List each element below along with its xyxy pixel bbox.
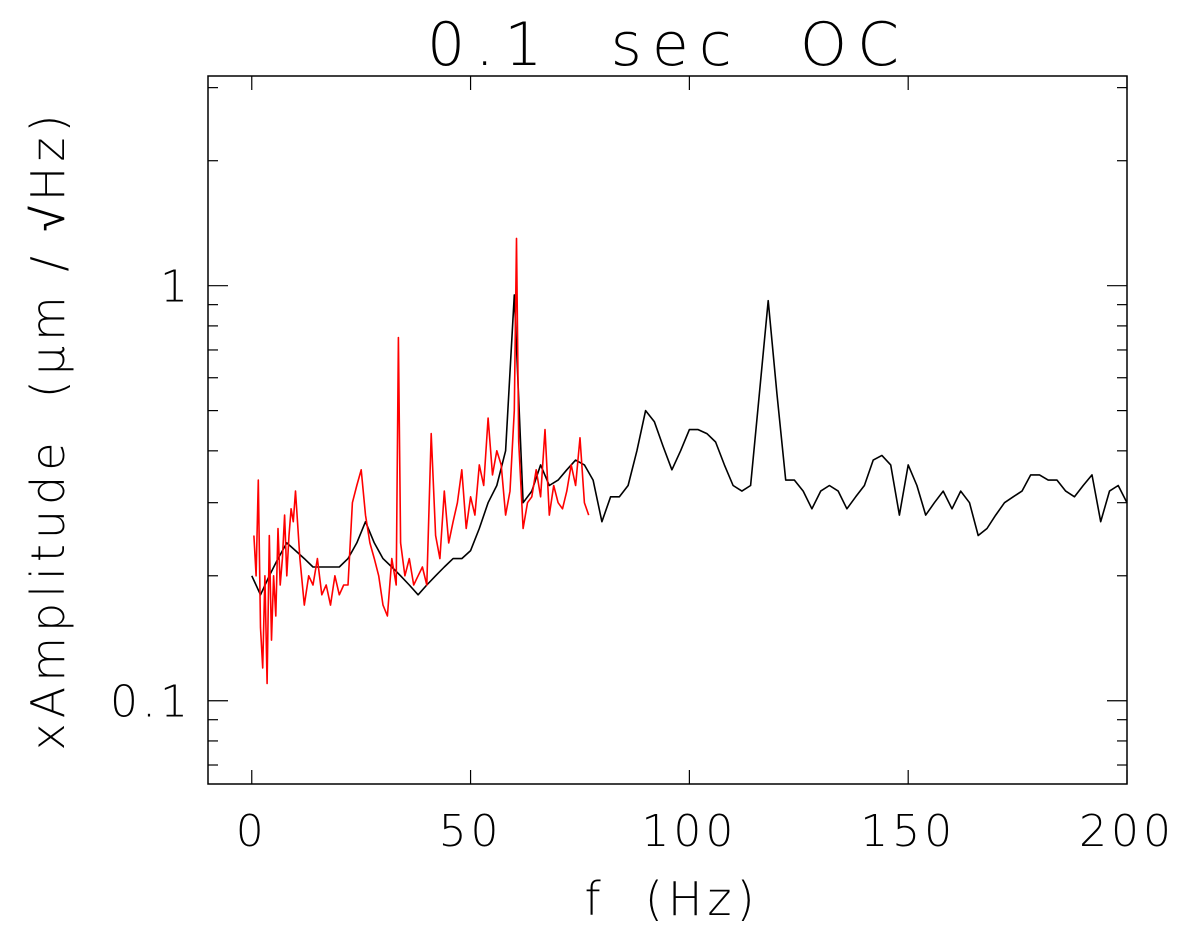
x-tick-label: 150 xyxy=(860,806,956,857)
series-line-red xyxy=(253,237,590,685)
series-line-black xyxy=(251,294,1128,596)
y-tick-label: 0.1 xyxy=(110,677,192,728)
plot-frame xyxy=(207,75,1128,785)
x-tick-label: 100 xyxy=(641,806,737,857)
plot-area: 0 50 100 150 200 0.1 1 xyxy=(110,75,1175,857)
y-axis-label: xAmplitude (μm / √Hz) xyxy=(21,110,75,751)
x-tick-label: 50 xyxy=(439,806,503,857)
x-axis-label: f (Hz) xyxy=(584,872,759,926)
chart-title: 0.1 sec OC xyxy=(427,10,909,80)
x-tick-label: 200 xyxy=(1079,806,1175,857)
x-tick-label: 0 xyxy=(236,806,268,857)
y-tick-label: 1 xyxy=(160,262,192,313)
